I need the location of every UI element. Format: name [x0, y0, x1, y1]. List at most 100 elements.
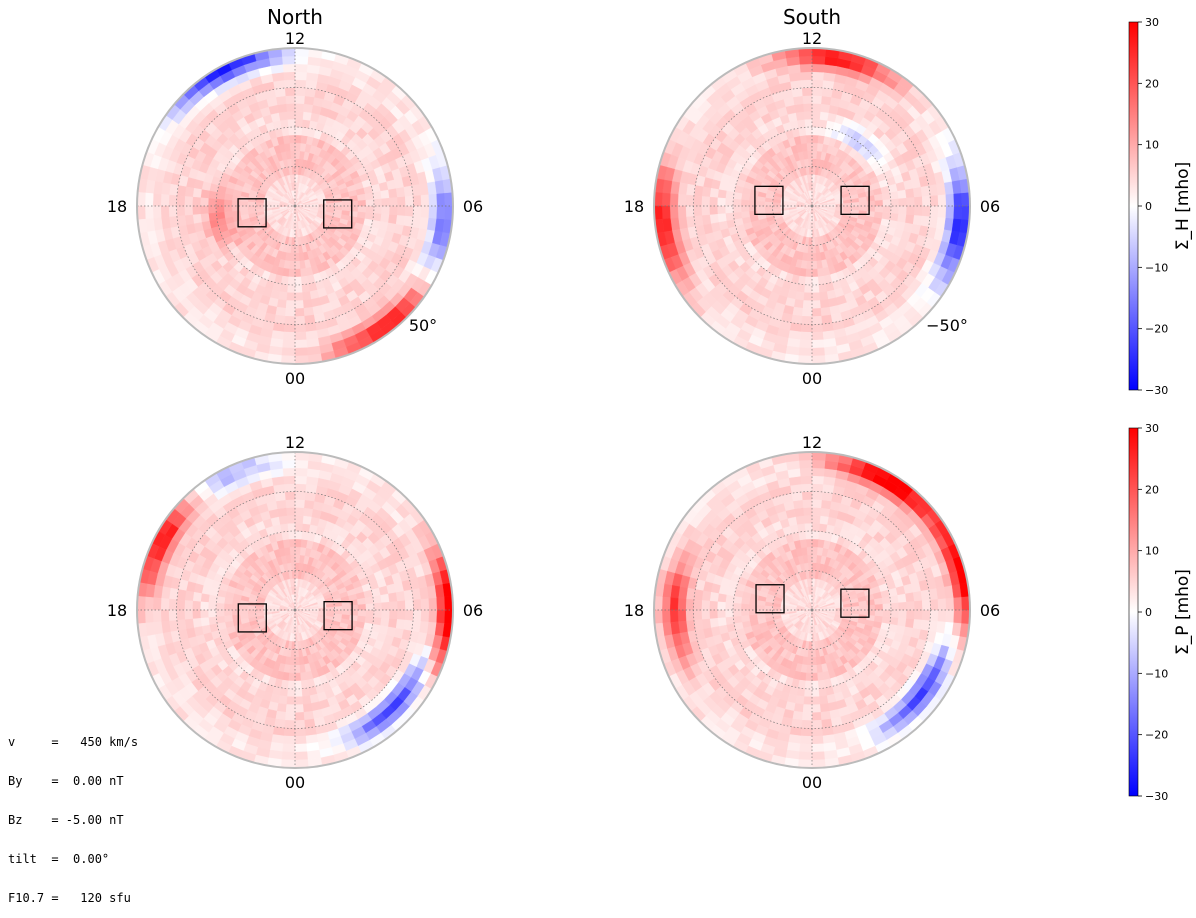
conductance-cell — [224, 604, 232, 610]
conductance-cell — [286, 300, 295, 308]
conductance-cell — [301, 531, 309, 540]
conductance-cell — [812, 151, 817, 159]
conductance-cell — [812, 293, 820, 301]
conductance-cell — [185, 591, 194, 601]
conductance-cell — [429, 598, 437, 610]
conductance-cell — [295, 285, 303, 293]
conductance-cell — [295, 88, 305, 96]
conductance-cell — [806, 261, 812, 269]
conductance-cell — [193, 214, 202, 224]
conductance-cell — [177, 196, 185, 206]
conductance-cell — [905, 214, 914, 224]
conductance-cell — [161, 194, 169, 206]
conductance-cell — [283, 332, 295, 340]
conductance-cell — [287, 111, 295, 119]
conductance-cell — [802, 88, 812, 96]
conductance-cell — [812, 673, 818, 681]
conductance-cell — [200, 198, 208, 206]
conductance-cell — [396, 215, 405, 225]
conductance-cell — [397, 610, 405, 620]
conductance-cell — [283, 468, 295, 476]
conductance-cell — [304, 711, 314, 720]
conductance-cell — [285, 88, 295, 96]
conductance-cell — [812, 324, 823, 332]
conductance-cell — [701, 206, 709, 216]
conductance-cell — [358, 604, 366, 610]
conductance-cell — [906, 197, 914, 206]
conductance-cell — [374, 602, 382, 610]
conductance-cell — [295, 300, 304, 308]
conductance-cell — [224, 200, 232, 206]
conductance-cell — [289, 547, 295, 555]
conductance-cell — [326, 206, 334, 209]
conductance-cell — [851, 610, 859, 614]
conductance-cell — [295, 704, 304, 712]
conductance-cell — [812, 697, 820, 705]
conductance-cell — [437, 610, 445, 623]
conductance-cell — [145, 206, 153, 219]
conductance-cell — [819, 119, 827, 128]
conductance-cell — [773, 203, 781, 206]
conductance-cell — [201, 190, 210, 199]
conductance-cell — [793, 96, 803, 105]
conductance-cell — [812, 681, 819, 689]
conductance-cell — [812, 277, 819, 285]
conductance-cell — [662, 193, 670, 206]
conductance-cell — [295, 293, 303, 301]
conductance-cell — [694, 185, 703, 196]
conductance-cell — [812, 135, 818, 143]
conductance-cell — [283, 268, 290, 277]
conductance-cell — [812, 174, 815, 182]
conductance-cell — [287, 293, 295, 301]
conductance-cell — [812, 744, 824, 752]
conductance-cell — [946, 598, 954, 610]
conductance-cell — [216, 192, 225, 200]
conductance-cell — [800, 268, 807, 277]
conductance-cell — [799, 56, 812, 64]
conductance-cell — [145, 597, 153, 610]
conductance-cell — [938, 610, 946, 622]
conductance-cell — [818, 127, 826, 136]
conductance-cell — [806, 143, 812, 151]
conductance-cell — [279, 696, 288, 705]
conductance-cell — [366, 199, 374, 206]
conductance-cell — [413, 206, 421, 217]
conductance-cell — [169, 610, 177, 621]
conductance-cell — [283, 64, 295, 72]
conductance-cell — [295, 468, 307, 476]
conductance-cell — [184, 610, 192, 620]
conductance-cell — [283, 736, 295, 744]
conductance-cell — [898, 618, 907, 627]
conductance-cell — [812, 72, 824, 80]
conductance-cell — [153, 610, 161, 622]
conductance-cell — [741, 206, 749, 212]
conductance-cell — [374, 206, 382, 214]
conductance-cell — [809, 237, 812, 245]
conductance-cell — [733, 192, 742, 200]
conductance-cell — [303, 508, 313, 517]
conductance-cell — [913, 215, 922, 225]
conductance-cell — [890, 617, 899, 625]
conductance-cell — [804, 111, 812, 119]
conductance-cell — [295, 324, 306, 332]
conductance-cell — [358, 610, 366, 616]
conductance-cell — [388, 214, 397, 224]
conductance-cell — [812, 64, 824, 72]
conductance-cell — [883, 206, 891, 213]
conductance-cell — [184, 196, 192, 206]
conductance-cell — [283, 72, 295, 80]
conductance-cell — [295, 308, 305, 316]
conductance-cell — [295, 736, 307, 744]
conductance-cell — [283, 744, 295, 752]
conductance-cell — [295, 261, 301, 269]
conductance-cell — [289, 269, 295, 277]
conductance-cell — [717, 198, 725, 206]
mlt-label-06: 06 — [463, 601, 483, 620]
conductance-cell — [803, 300, 812, 308]
conductance-cell — [954, 610, 962, 623]
conductance-cell — [184, 600, 192, 610]
conductance-cell — [694, 196, 702, 206]
conductance-cell — [303, 299, 313, 308]
conductance-cell — [201, 594, 210, 603]
